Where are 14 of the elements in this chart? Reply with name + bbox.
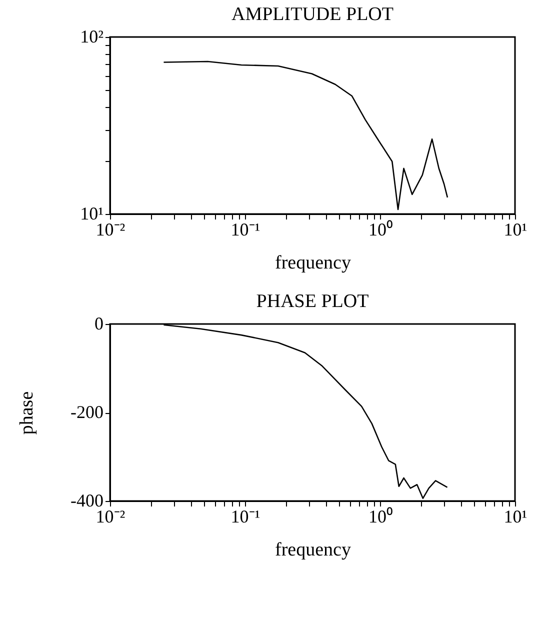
x-axis-title: frequency bbox=[275, 540, 352, 560]
x-tick-label: 10¹ bbox=[504, 506, 528, 526]
chart-title: AMPLITUDE PLOT bbox=[231, 4, 394, 25]
x-tick-label: 10¹ bbox=[504, 220, 528, 240]
x-tick-label: 10⁻¹ bbox=[230, 220, 260, 240]
x-tick-label: 10⁻¹ bbox=[230, 506, 260, 526]
x-tick-label: 10⁰ bbox=[368, 220, 392, 240]
y-tick-label: -200 bbox=[70, 402, 104, 422]
x-tick-label: 10⁰ bbox=[368, 506, 392, 526]
y-axis-title: phase bbox=[16, 391, 38, 435]
y-tick-label: 0 bbox=[94, 314, 104, 334]
y-tick-label: 10² bbox=[80, 26, 104, 46]
x-axis-title: frequency bbox=[275, 252, 352, 274]
chart-title: PHASE PLOT bbox=[256, 291, 370, 312]
